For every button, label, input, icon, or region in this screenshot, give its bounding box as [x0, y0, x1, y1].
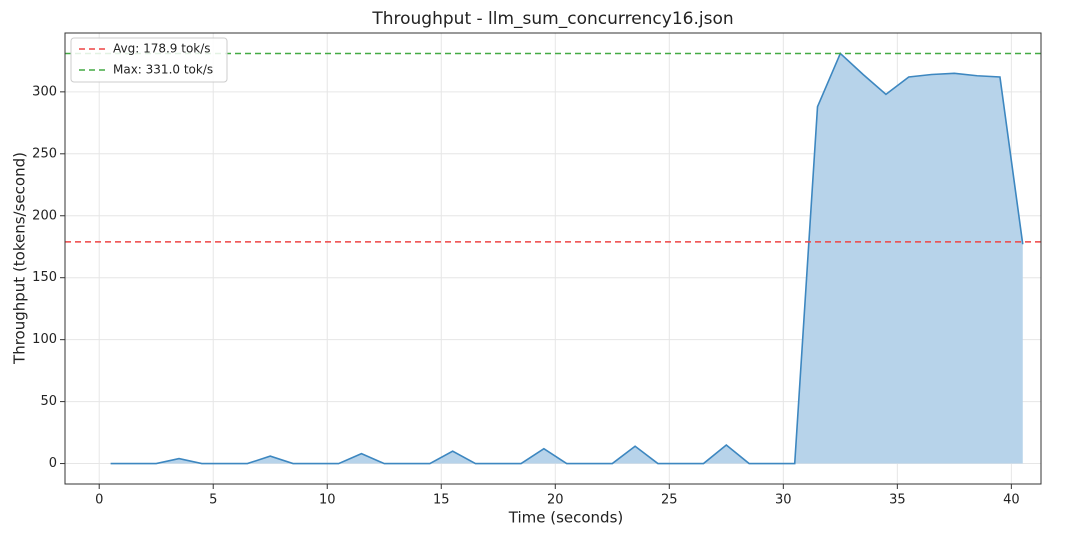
legend-box — [70, 37, 228, 83]
x-axis-label: Time (seconds) — [508, 509, 624, 527]
y-tick-label: 150 — [32, 270, 57, 285]
y-axis-label: Throughput (tokens/second) — [11, 152, 29, 365]
plot-frame — [64, 32, 1042, 485]
legend-label: Max: 331.0 tok/s — [113, 63, 213, 77]
chart-title: Throughput - llm_sum_concurrency16.json — [371, 9, 733, 29]
x-tick-label: 0 — [95, 493, 103, 508]
area — [110, 53, 1023, 464]
y-tick-label: 200 — [32, 208, 57, 223]
line — [110, 52, 1024, 465]
y-tick-label: 100 — [32, 332, 57, 347]
x-tick-label: 40 — [1003, 493, 1020, 508]
y-tick-label: 50 — [40, 394, 57, 409]
y-tick-label: 250 — [32, 146, 57, 161]
y-tick-label: 300 — [32, 84, 57, 99]
x-tick-label: 5 — [209, 493, 217, 508]
x-tick-label: 30 — [775, 493, 792, 508]
x-tick-label: 20 — [547, 493, 564, 508]
y-tick-label: 0 — [49, 456, 57, 471]
legend-label: Avg: 178.9 tok/s — [113, 42, 211, 56]
x-tick-label: 25 — [661, 493, 678, 508]
x-tick-label: 15 — [433, 493, 450, 508]
x-tick-label: 10 — [319, 493, 336, 508]
x-tick-label: 35 — [889, 493, 906, 508]
